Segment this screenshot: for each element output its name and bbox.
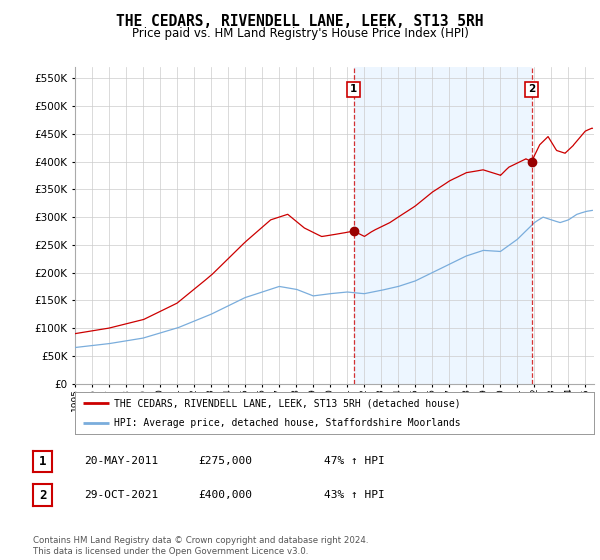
- Text: 1: 1: [350, 85, 358, 95]
- Text: HPI: Average price, detached house, Staffordshire Moorlands: HPI: Average price, detached house, Staf…: [114, 418, 461, 428]
- Text: THE CEDARS, RIVENDELL LANE, LEEK, ST13 5RH: THE CEDARS, RIVENDELL LANE, LEEK, ST13 5…: [116, 14, 484, 29]
- Text: 1: 1: [39, 455, 46, 468]
- Text: 20-MAY-2011: 20-MAY-2011: [84, 456, 158, 466]
- Text: £400,000: £400,000: [198, 490, 252, 500]
- Bar: [354, 67, 532, 384]
- Text: THE CEDARS, RIVENDELL LANE, LEEK, ST13 5RH (detached house): THE CEDARS, RIVENDELL LANE, LEEK, ST13 5…: [114, 398, 461, 408]
- Text: 2: 2: [528, 85, 535, 95]
- Text: 43% ↑ HPI: 43% ↑ HPI: [324, 490, 385, 500]
- Text: 2: 2: [39, 488, 46, 502]
- Text: 29-OCT-2021: 29-OCT-2021: [84, 490, 158, 500]
- Text: 47% ↑ HPI: 47% ↑ HPI: [324, 456, 385, 466]
- Text: £275,000: £275,000: [198, 456, 252, 466]
- Text: Price paid vs. HM Land Registry's House Price Index (HPI): Price paid vs. HM Land Registry's House …: [131, 27, 469, 40]
- Text: Contains HM Land Registry data © Crown copyright and database right 2024.
This d: Contains HM Land Registry data © Crown c…: [33, 536, 368, 556]
